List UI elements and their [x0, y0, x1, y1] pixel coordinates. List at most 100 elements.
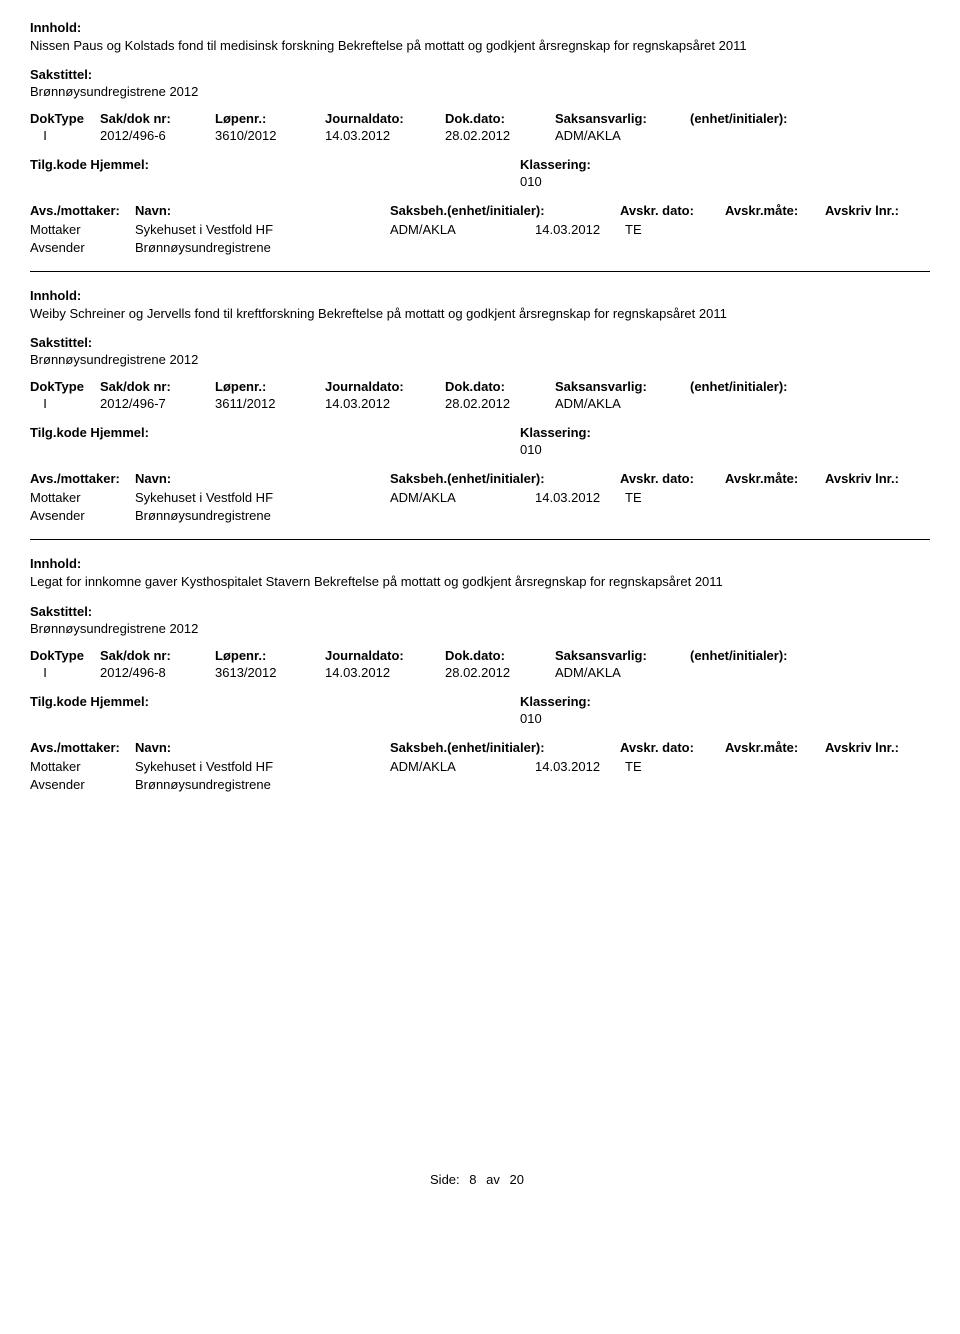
- dokdato-value: 28.02.2012: [445, 128, 555, 143]
- col-saknr-label: Sak/dok nr:: [100, 648, 215, 663]
- mottaker-row: MottakerSykehuset i Vestfold HFADM/AKLA1…: [30, 759, 930, 774]
- avsender-row: AvsenderBrønnøysundregistrene: [30, 240, 930, 255]
- footer-prefix: Side:: [430, 1172, 460, 1187]
- col-saknr-label: Sak/dok nr:: [100, 111, 215, 126]
- avsender-name: Brønnøysundregistrene: [135, 508, 390, 523]
- avsmot-label: Avs./mottaker:: [30, 471, 135, 486]
- col-saksansvarlig-label: Saksansvarlig:: [555, 379, 690, 394]
- parties-header-row: Avs./mottaker:Navn:Saksbeh.(enhet/initia…: [30, 740, 930, 755]
- col-saksansvarlig-label: Saksansvarlig:: [555, 111, 690, 126]
- journaldato-value: 14.03.2012: [325, 396, 445, 411]
- klassering-label: Klassering:: [520, 694, 591, 709]
- innhold-label: Innhold:: [30, 556, 930, 571]
- innhold-label: Innhold:: [30, 288, 930, 303]
- avskrmate-label: Avskr.måte:: [725, 203, 825, 218]
- col-saksansvarlig-label: Saksansvarlig:: [555, 648, 690, 663]
- avsender-role: Avsender: [30, 508, 135, 523]
- mottaker-role: Mottaker: [30, 759, 135, 774]
- avskrdato-label: Avskr. dato:: [620, 740, 725, 755]
- mottaker-date: 14.03.2012: [535, 490, 625, 505]
- avskrinr-label: Avskriv lnr.:: [825, 203, 925, 218]
- mottaker-name: Sykehuset i Vestfold HF: [135, 759, 390, 774]
- dokdato-value: 28.02.2012: [445, 665, 555, 680]
- col-lopenr-label: Løpenr.:: [215, 648, 325, 663]
- avsender-name: Brønnøysundregistrene: [135, 240, 390, 255]
- innhold-label: Innhold:: [30, 20, 930, 35]
- sakstittel-label: Sakstittel:: [30, 604, 930, 619]
- saksbeh-label: Saksbeh.(enhet/initialer):: [390, 740, 620, 755]
- sakstittel-text: Brønnøysundregistrene 2012: [30, 621, 930, 636]
- col-saknr-label: Sak/dok nr:: [100, 379, 215, 394]
- col-enhet-label: (enhet/initialer):: [690, 648, 850, 663]
- col-lopenr-label: Løpenr.:: [215, 379, 325, 394]
- avskrdato-label: Avskr. dato:: [620, 203, 725, 218]
- mottaker-saksbeh: ADM/AKLA: [390, 222, 535, 237]
- saknr-value: 2012/496-7: [100, 396, 215, 411]
- parties-header-row: Avs./mottaker:Navn:Saksbeh.(enhet/initia…: [30, 203, 930, 218]
- saksansvarlig-value: ADM/AKLA: [555, 128, 690, 143]
- innhold-text: Weiby Schreiner og Jervells fond til kre…: [30, 305, 930, 323]
- avsender-name: Brønnøysundregistrene: [135, 777, 390, 792]
- avsender-row: AvsenderBrønnøysundregistrene: [30, 777, 930, 792]
- footer-separator: av: [486, 1172, 500, 1187]
- saknr-value: 2012/496-8: [100, 665, 215, 680]
- col-dokdato-label: Dok.dato:: [445, 111, 555, 126]
- col-doktype-label: DokType: [30, 111, 100, 126]
- klassering-value: 010: [520, 442, 930, 457]
- parties-header-row: Avs./mottaker:Navn:Saksbeh.(enhet/initia…: [30, 471, 930, 486]
- mottaker-row: MottakerSykehuset i Vestfold HFADM/AKLA1…: [30, 490, 930, 505]
- footer-total: 20: [510, 1172, 524, 1187]
- sakstittel-text: Brønnøysundregistrene 2012: [30, 352, 930, 367]
- record-divider: [30, 271, 930, 272]
- saknr-value: 2012/496-6: [100, 128, 215, 143]
- journal-record: Innhold: Legat for innkomne gaver Kysthos…: [30, 556, 930, 791]
- avsender-row: AvsenderBrønnøysundregistrene: [30, 508, 930, 523]
- sakstittel-text: Brønnøysundregistrene 2012: [30, 84, 930, 99]
- saksansvarlig-value: ADM/AKLA: [555, 665, 690, 680]
- avskrmate-label: Avskr.måte:: [725, 740, 825, 755]
- mottaker-saksbeh: ADM/AKLA: [390, 490, 535, 505]
- col-doktype-label: DokType: [30, 648, 100, 663]
- innhold-text: Legat for innkomne gaver Kysthospitalet …: [30, 573, 930, 591]
- navn-label: Navn:: [135, 471, 390, 486]
- avskrinr-label: Avskriv lnr.:: [825, 471, 925, 486]
- mottaker-role: Mottaker: [30, 222, 135, 237]
- col-enhet-label: (enhet/initialer):: [690, 111, 850, 126]
- col-journaldato-label: Journaldato:: [325, 379, 445, 394]
- mottaker-row: MottakerSykehuset i Vestfold HFADM/AKLA1…: [30, 222, 930, 237]
- mottaker-mate: TE: [625, 759, 680, 774]
- saksansvarlig-value: ADM/AKLA: [555, 396, 690, 411]
- col-doktype-label: DokType: [30, 379, 100, 394]
- tilg-row: Tilg.kode Hjemmel:Klassering:: [30, 157, 930, 172]
- navn-label: Navn:: [135, 740, 390, 755]
- col-journaldato-label: Journaldato:: [325, 111, 445, 126]
- record-divider: [30, 539, 930, 540]
- mottaker-date: 14.03.2012: [535, 759, 625, 774]
- dokdato-value: 28.02.2012: [445, 396, 555, 411]
- journal-record: Innhold: Nissen Paus og Kolstads fond til…: [30, 20, 930, 255]
- lopenr-value: 3610/2012: [215, 128, 325, 143]
- tilg-row: Tilg.kode Hjemmel:Klassering:: [30, 694, 930, 709]
- sakstittel-label: Sakstittel:: [30, 335, 930, 350]
- journaldato-value: 14.03.2012: [325, 128, 445, 143]
- avsmot-label: Avs./mottaker:: [30, 740, 135, 755]
- saksbeh-label: Saksbeh.(enhet/initialer):: [390, 203, 620, 218]
- tilg-label: Tilg.kode Hjemmel:: [30, 157, 520, 172]
- col-dokdato-label: Dok.dato:: [445, 379, 555, 394]
- col-journaldato-label: Journaldato:: [325, 648, 445, 663]
- avskrmate-label: Avskr.måte:: [725, 471, 825, 486]
- sakstittel-label: Sakstittel:: [30, 67, 930, 82]
- col-lopenr-label: Løpenr.:: [215, 111, 325, 126]
- col-enhet-label: (enhet/initialer):: [690, 379, 850, 394]
- klassering-value: 010: [520, 711, 930, 726]
- mottaker-saksbeh: ADM/AKLA: [390, 759, 535, 774]
- doktype-value: I: [30, 128, 100, 143]
- enhet-value: [690, 665, 850, 680]
- mottaker-date: 14.03.2012: [535, 222, 625, 237]
- innhold-text: Nissen Paus og Kolstads fond til medisin…: [30, 37, 930, 55]
- record-header-row: DokTypeSak/dok nr:Løpenr.:Journaldato:Do…: [30, 379, 930, 394]
- doktype-value: I: [30, 665, 100, 680]
- lopenr-value: 3613/2012: [215, 665, 325, 680]
- saksbeh-label: Saksbeh.(enhet/initialer):: [390, 471, 620, 486]
- enhet-value: [690, 396, 850, 411]
